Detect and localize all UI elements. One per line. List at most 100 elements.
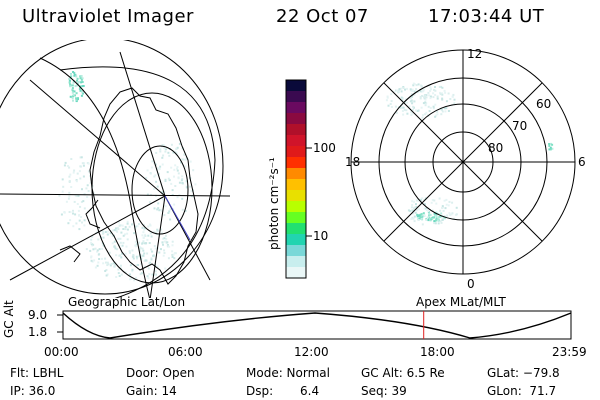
- emission-pixel: [151, 160, 154, 163]
- emission-pixel: [194, 183, 197, 186]
- emission-pixel: [162, 154, 165, 157]
- emission-pixel: [121, 252, 124, 255]
- emission-pixel: [413, 93, 416, 96]
- emission-pixel: [406, 112, 409, 115]
- emission-pixel: [80, 200, 83, 203]
- polar-map-caption: Apex MLat/MLT: [416, 295, 506, 309]
- emission-pixel: [441, 205, 444, 208]
- emission-pixel: [165, 237, 168, 240]
- emission-pixel: [402, 97, 405, 100]
- emission-pixel: [113, 265, 116, 268]
- emission-pixel: [124, 228, 127, 231]
- emission-pixel: [140, 255, 143, 258]
- emission-pixel: [167, 177, 170, 180]
- emission-pixel: [417, 83, 420, 86]
- emission-pixel: [413, 100, 416, 103]
- emission-pixel: [149, 172, 152, 174]
- emission-pixel: [153, 207, 156, 210]
- emission-pixel: [94, 266, 97, 269]
- emission-pixel: [138, 255, 141, 258]
- emission-pixel: [411, 102, 414, 105]
- emission-pixel: [153, 188, 156, 190]
- emission-pixel: [151, 273, 154, 276]
- emission-pixel: [79, 205, 82, 208]
- emission-pixel: [416, 209, 418, 212]
- emission-pixel: [419, 202, 422, 204]
- emission-pixel: [72, 95, 75, 98]
- emission-pixel: [411, 200, 414, 203]
- emission-pixel: [411, 204, 414, 206]
- emission-pixel: [419, 97, 422, 100]
- emission-pixel: [173, 168, 176, 171]
- emission-pixel: [116, 230, 119, 233]
- emission-pixel: [108, 251, 111, 254]
- emission-pixel: [168, 179, 171, 182]
- emission-pixel: [140, 272, 143, 275]
- emission-pixel: [163, 249, 166, 252]
- emission-pixel: [425, 207, 428, 210]
- emission-pixel: [156, 265, 159, 268]
- emission-pixel: [171, 256, 174, 258]
- emission-pixel: [192, 194, 194, 197]
- emission-pixel: [142, 224, 145, 227]
- emission-pixel: [157, 207, 160, 210]
- emission-pixel: [420, 198, 422, 201]
- emission-pixel: [166, 245, 169, 248]
- emission-pixel: [410, 114, 413, 116]
- emission-pixel: [116, 226, 119, 229]
- emission-pixel: [449, 213, 451, 216]
- emission-pixel: [68, 191, 71, 194]
- emission-pixel: [96, 250, 99, 253]
- emission-pixel: [130, 277, 133, 280]
- emission-pixel: [161, 156, 164, 159]
- colorbar-segment: [286, 245, 306, 257]
- emission-pixel: [425, 94, 428, 97]
- emission-pixel: [443, 89, 446, 92]
- meridian-line: [39, 57, 151, 298]
- emission-pixel: [113, 264, 116, 266]
- emission-pixel: [145, 176, 148, 179]
- emission-pixel: [432, 105, 435, 108]
- emission-pixel: [434, 103, 437, 106]
- emission-pixel: [407, 209, 410, 212]
- emission-pixel: [190, 195, 193, 198]
- emission-pixel: [149, 201, 151, 204]
- emission-pixel: [448, 212, 451, 215]
- emission-pixel: [168, 245, 171, 248]
- emission-pixel: [133, 279, 136, 282]
- gc-alt-status: GC Alt: 6.5 Re: [361, 366, 445, 380]
- emission-pixel: [115, 276, 118, 278]
- emission-pixel: [146, 193, 149, 196]
- emission-pixel: [69, 83, 72, 86]
- mlt-label-12: 12: [467, 47, 483, 61]
- emission-pixel: [416, 213, 419, 216]
- emission-pixel: [67, 197, 70, 200]
- emission-pixel: [80, 81, 83, 84]
- emission-pixel: [160, 248, 162, 251]
- door-status: Door: Open: [126, 366, 195, 380]
- emission-pixel: [550, 142, 552, 145]
- x-tick-label: 12:00: [294, 345, 329, 359]
- emission-pixel: [400, 87, 403, 90]
- emission-pixel: [160, 228, 163, 231]
- emission-pixel: [147, 234, 150, 237]
- emission-pixel: [143, 260, 146, 262]
- emission-pixel: [425, 111, 428, 114]
- colorbar-segment: [286, 256, 306, 268]
- emission-pixel: [415, 199, 418, 202]
- emission-pixel: [421, 223, 424, 226]
- emission-pixel: [157, 172, 160, 175]
- emission-pixel: [153, 175, 156, 178]
- emission-pixel: [181, 158, 184, 161]
- emission-pixel: [145, 259, 148, 262]
- emission-pixel: [387, 104, 390, 107]
- emission-pixel: [190, 190, 193, 193]
- x-tick-label: 23:59: [552, 345, 587, 359]
- emission-pixel: [434, 214, 436, 217]
- colorbar-segment: [286, 201, 306, 213]
- emission-pixel: [75, 179, 78, 182]
- emission-pixel: [428, 212, 431, 215]
- emission-pixel: [429, 95, 432, 98]
- emission-pixel: [63, 164, 66, 167]
- emission-pixel: [411, 209, 414, 212]
